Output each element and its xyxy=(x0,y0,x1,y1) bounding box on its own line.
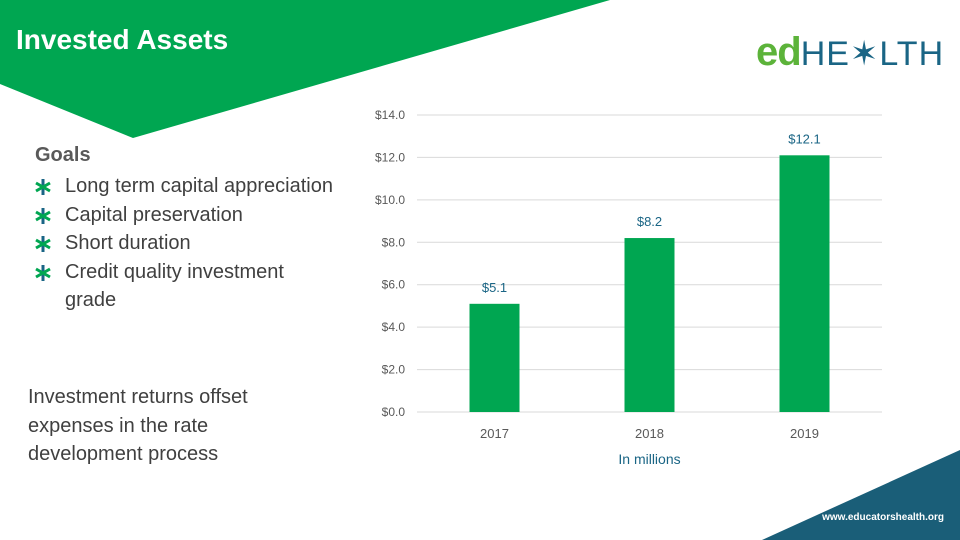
y-tick-label: $6.0 xyxy=(382,278,406,292)
goal-text: Short duration xyxy=(65,232,191,254)
goals-heading: Goals xyxy=(35,144,91,166)
bar xyxy=(779,155,830,413)
goal-item: Credit quality investment grade xyxy=(34,258,334,315)
asterisk-bullet-icon xyxy=(35,207,51,224)
data-label: $8.2 xyxy=(637,214,662,229)
invested-assets-chart: $0.0 $2.0 $4.0 $6.0 $8.0 $10.0 $12.0 $14.0 $5.1 2… xyxy=(375,108,882,467)
y-tick-label: $4.0 xyxy=(382,320,406,334)
investment-note: Investment returns offset expenses in th… xyxy=(28,386,248,465)
x-tick-label: 2018 xyxy=(635,426,664,441)
logo-lth: LTH xyxy=(879,35,945,73)
logo-star-icon: ✶ xyxy=(849,35,880,73)
goals-list: Long term capital appreciation Capital p… xyxy=(34,172,334,315)
website-url: www.educatorshealth.org xyxy=(822,512,944,523)
data-label: $12.1 xyxy=(788,131,821,146)
y-tick-label: $14.0 xyxy=(375,108,405,122)
goal-text: Credit quality investment grade xyxy=(65,260,284,312)
bar xyxy=(624,238,675,412)
asterisk-bullet-icon xyxy=(35,264,51,281)
logo-he: HE xyxy=(800,35,850,73)
y-tick-label: $12.0 xyxy=(375,150,405,164)
goal-text: Capital preservation xyxy=(65,203,243,226)
asterisk-bullet-icon xyxy=(35,236,51,252)
x-tick-label: 2019 xyxy=(790,426,819,441)
y-tick-label: $2.0 xyxy=(382,363,406,377)
asterisk-bullet-icon xyxy=(35,179,51,195)
x-tick-label: 2017 xyxy=(480,426,509,441)
y-tick-label: $8.0 xyxy=(382,235,406,249)
goal-item: Short duration xyxy=(34,229,334,258)
goal-item: Long term capital appreciation xyxy=(34,172,334,201)
logo-ed: ed xyxy=(756,30,802,74)
y-tick-label: $0.0 xyxy=(382,405,406,419)
bar xyxy=(469,303,520,412)
data-label: $5.1 xyxy=(482,280,507,295)
goal-item: Capital preservation xyxy=(34,201,334,230)
y-tick-label: $10.0 xyxy=(375,193,405,207)
edhealth-logo: edHE✶LTH xyxy=(756,30,944,76)
slide-title: Invested Assets xyxy=(16,24,229,55)
goal-text: Long term capital appreciation xyxy=(65,175,333,197)
x-axis-title: In millions xyxy=(618,451,680,467)
